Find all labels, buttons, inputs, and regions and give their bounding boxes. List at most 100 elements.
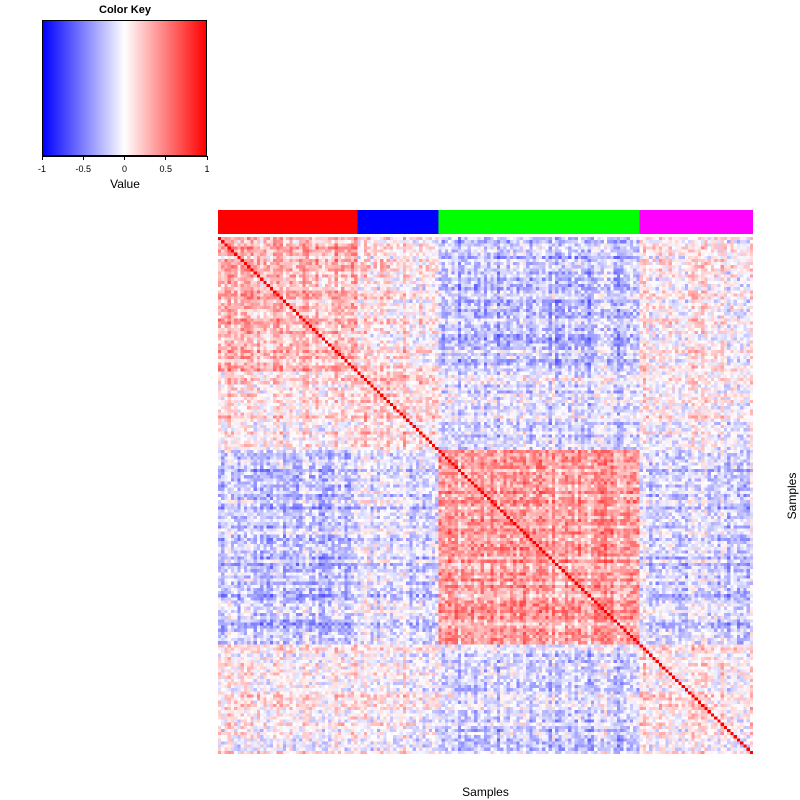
heatmap-cell: [383, 249, 387, 254]
heatmap-cell: [253, 258, 258, 263]
heatmap-cell: [422, 296, 426, 301]
heatmap-cell: [451, 293, 456, 297]
heatmap-cell: [295, 240, 300, 244]
heatmap-cell: [240, 240, 245, 244]
heatmap-cell: [480, 299, 485, 304]
heatmap-cell: [571, 296, 576, 301]
heatmap-cell: [415, 302, 420, 307]
heatmap-cell: [603, 299, 608, 304]
heatmap-cell: [328, 290, 332, 294]
heatmap-cell: [419, 287, 423, 291]
heatmap-cell: [652, 302, 657, 307]
heatmap-cell: [564, 284, 569, 288]
heatmap-cell: [308, 277, 313, 282]
heatmap-cell: [425, 237, 430, 241]
heatmap-cell: [558, 237, 563, 241]
heatmap-cell: [263, 327, 268, 332]
heatmap-cell: [393, 290, 397, 294]
heatmap-cell: [733, 327, 738, 332]
heatmap-cell: [432, 265, 436, 269]
heatmap-cell: [435, 293, 439, 297]
heatmap-cell: [668, 258, 673, 263]
heatmap-cell: [496, 315, 501, 319]
heatmap-cell: [483, 309, 488, 313]
heatmap-cell: [532, 237, 537, 241]
heatmap-cell: [363, 268, 368, 272]
heatmap-cell: [263, 246, 268, 250]
heatmap-cell: [723, 312, 728, 316]
heatmap-cell: [616, 315, 621, 319]
heatmap-cell: [282, 268, 287, 272]
heatmap-cell: [584, 255, 589, 260]
group-bar-group-2: [357, 210, 439, 234]
heatmap-cell: [321, 287, 326, 291]
heatmap-cell: [451, 265, 456, 269]
heatmap-cell: [279, 243, 284, 247]
heatmap-cell: [691, 255, 696, 260]
heatmap-cell: [568, 246, 572, 250]
heatmap-cell: [642, 305, 647, 310]
heatmap-cell: [746, 318, 751, 322]
heatmap-cell: [253, 309, 258, 313]
heatmap-cell: [483, 249, 488, 254]
heatmap-cell: [286, 299, 290, 304]
heatmap-cell: [399, 240, 404, 244]
heatmap-cell: [610, 262, 614, 266]
heatmap-cell: [428, 280, 433, 285]
heatmap-cell: [425, 274, 430, 279]
heatmap-cell: [564, 280, 569, 285]
heatmap-cell: [383, 240, 387, 244]
heatmap-cell: [321, 302, 326, 307]
heatmap-cell: [344, 324, 349, 329]
heatmap-cell: [522, 246, 527, 250]
heatmap-cell: [509, 265, 514, 269]
heatmap-cell: [522, 318, 527, 322]
heatmap-cell: [736, 237, 741, 241]
heatmap-cell: [678, 265, 683, 269]
heatmap-cell: [357, 296, 362, 301]
heatmap-cell: [354, 293, 358, 297]
heatmap-cell: [286, 305, 290, 310]
heatmap-cell: [658, 274, 663, 279]
heatmap-cell: [474, 321, 478, 326]
heatmap-cell: [545, 240, 550, 244]
heatmap-cell: [370, 262, 375, 266]
heatmap-cell: [733, 296, 738, 301]
heatmap-cell: [412, 324, 417, 329]
heatmap-cell: [626, 327, 631, 332]
heatmap-cell: [561, 280, 566, 285]
heatmap-cell: [551, 284, 556, 288]
heatmap-cell: [743, 299, 747, 304]
heatmap-cell: [451, 252, 456, 257]
heatmap-cell: [461, 243, 465, 247]
heatmap-cell: [383, 293, 387, 297]
heatmap-cell: [629, 318, 634, 322]
heatmap-cell: [594, 284, 598, 288]
heatmap-cell: [736, 324, 741, 329]
heatmap-cell: [594, 305, 598, 310]
heatmap-cell: [642, 290, 647, 294]
heatmap-cell: [532, 243, 537, 247]
heatmap-cell: [607, 255, 611, 260]
heatmap-cell: [746, 309, 751, 313]
heatmap-cell: [373, 249, 378, 254]
heatmap-cell: [613, 258, 618, 263]
color-key-tick: [41, 156, 43, 160]
heatmap-cell: [600, 249, 605, 254]
heatmap-cell: [444, 265, 449, 269]
heatmap-cell: [697, 277, 702, 282]
heatmap-cell: [331, 299, 336, 304]
heatmap-cell: [519, 296, 524, 301]
heatmap-cell: [516, 249, 520, 254]
heatmap-cell: [584, 246, 589, 250]
heatmap-cell: [454, 284, 459, 288]
heatmap-cell: [480, 327, 485, 332]
heatmap-cell: [286, 262, 290, 266]
heatmap-cell: [658, 324, 663, 329]
heatmap-cell: [269, 331, 274, 335]
heatmap-cell: [227, 324, 232, 329]
heatmap-cell: [247, 243, 251, 247]
heatmap-cell: [740, 315, 744, 319]
heatmap-cell: [574, 271, 579, 275]
heatmap-cell: [717, 252, 721, 257]
